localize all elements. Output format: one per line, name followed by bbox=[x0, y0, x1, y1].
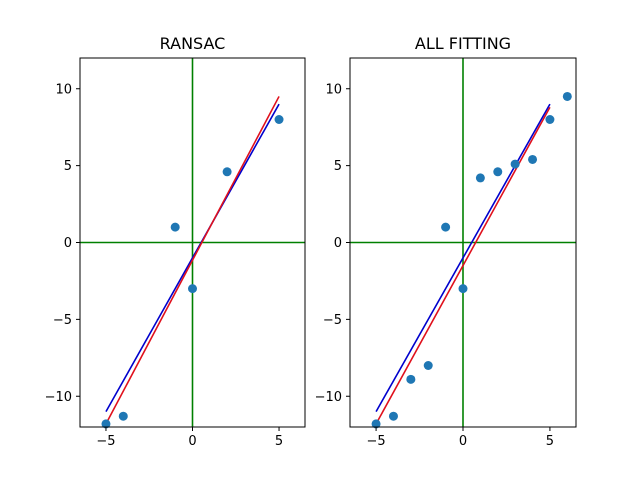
y-tick-label: −10 bbox=[45, 390, 72, 405]
fit-lines bbox=[375, 103, 551, 425]
all-fitting-subplot: ALL FITTING −5 0 5 −10 −5 0 5 10 bbox=[315, 34, 577, 449]
data-point bbox=[101, 419, 111, 429]
y-tick-label: 5 bbox=[334, 159, 342, 174]
x-tick-label: 0 bbox=[188, 434, 196, 449]
y-tick-label: −5 bbox=[53, 313, 72, 328]
y-tick-label: 10 bbox=[55, 82, 72, 97]
y-tick-label: 0 bbox=[334, 236, 342, 251]
y-ticks: −10 −5 0 5 10 bbox=[45, 82, 80, 405]
data-point bbox=[458, 284, 468, 294]
x-tick-label: −5 bbox=[366, 434, 385, 449]
data-point bbox=[528, 154, 538, 164]
data-point bbox=[475, 173, 485, 183]
data-points bbox=[101, 115, 284, 429]
data-point bbox=[371, 419, 381, 429]
fit-line-blue bbox=[105, 103, 280, 413]
x-tick-label: 0 bbox=[459, 434, 467, 449]
all-fitting-title: ALL FITTING bbox=[415, 34, 511, 53]
fit-line-red bbox=[105, 96, 280, 425]
data-point bbox=[406, 374, 416, 384]
data-point bbox=[545, 115, 555, 124]
y-tick-label: 0 bbox=[64, 236, 72, 251]
ransac-title: RANSAC bbox=[160, 34, 226, 53]
data-point bbox=[423, 361, 433, 370]
y-tick-label: 10 bbox=[325, 82, 342, 97]
data-point bbox=[274, 115, 284, 124]
y-tick-label: 5 bbox=[64, 159, 72, 174]
x-tick-label: 5 bbox=[275, 434, 283, 449]
data-point bbox=[118, 411, 128, 421]
data-point bbox=[388, 411, 398, 421]
x-ticks: −5 0 5 bbox=[366, 427, 554, 449]
data-point bbox=[188, 284, 197, 294]
data-point bbox=[510, 159, 520, 169]
x-tick-label: 5 bbox=[546, 434, 554, 449]
data-point bbox=[493, 167, 503, 177]
y-tick-label: −5 bbox=[323, 313, 342, 328]
data-point bbox=[170, 222, 180, 232]
data-points bbox=[371, 91, 572, 429]
x-tick-label: −5 bbox=[96, 434, 115, 449]
data-point bbox=[562, 91, 572, 101]
y-tick-label: −10 bbox=[315, 390, 342, 405]
reference-lines bbox=[80, 58, 305, 427]
fit-lines bbox=[105, 96, 280, 425]
fit-line-red bbox=[375, 106, 551, 425]
y-ticks: −10 −5 0 5 10 bbox=[315, 82, 350, 405]
data-point bbox=[441, 222, 451, 232]
x-ticks: −5 0 5 bbox=[96, 427, 283, 449]
data-point bbox=[222, 167, 232, 177]
reference-lines bbox=[350, 58, 576, 427]
fit-line-blue bbox=[375, 103, 551, 413]
ransac-subplot: RANSAC −5 0 5 −10 −5 0 5 10 bbox=[45, 34, 306, 449]
